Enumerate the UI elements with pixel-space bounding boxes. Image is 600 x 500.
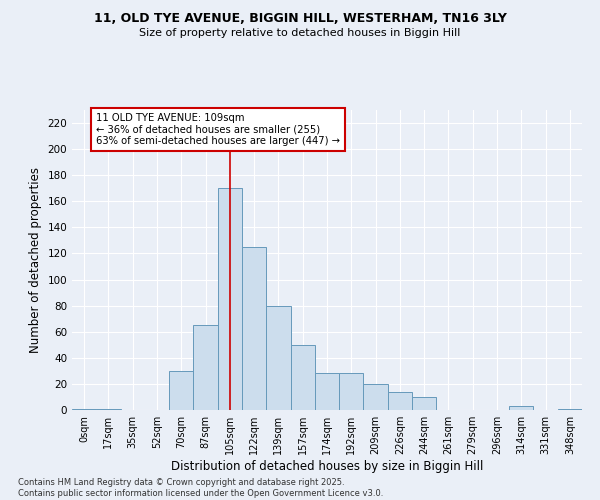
Text: Contains HM Land Registry data © Crown copyright and database right 2025.
Contai: Contains HM Land Registry data © Crown c…: [18, 478, 383, 498]
Text: 11, OLD TYE AVENUE, BIGGIN HILL, WESTERHAM, TN16 3LY: 11, OLD TYE AVENUE, BIGGIN HILL, WESTERH…: [94, 12, 506, 26]
Bar: [169, 371, 193, 410]
Bar: [412, 397, 436, 410]
Bar: [509, 406, 533, 410]
Bar: [218, 188, 242, 410]
Text: Size of property relative to detached houses in Biggin Hill: Size of property relative to detached ho…: [139, 28, 461, 38]
Bar: [364, 384, 388, 410]
Bar: [339, 374, 364, 410]
X-axis label: Distribution of detached houses by size in Biggin Hill: Distribution of detached houses by size …: [171, 460, 483, 473]
Text: 11 OLD TYE AVENUE: 109sqm
← 36% of detached houses are smaller (255)
63% of semi: 11 OLD TYE AVENUE: 109sqm ← 36% of detac…: [96, 112, 340, 146]
Bar: [96, 408, 121, 410]
Bar: [266, 306, 290, 410]
Bar: [193, 325, 218, 410]
Bar: [242, 247, 266, 410]
Bar: [315, 374, 339, 410]
Bar: [388, 392, 412, 410]
Bar: [72, 408, 96, 410]
Y-axis label: Number of detached properties: Number of detached properties: [29, 167, 42, 353]
Bar: [290, 345, 315, 410]
Bar: [558, 408, 582, 410]
